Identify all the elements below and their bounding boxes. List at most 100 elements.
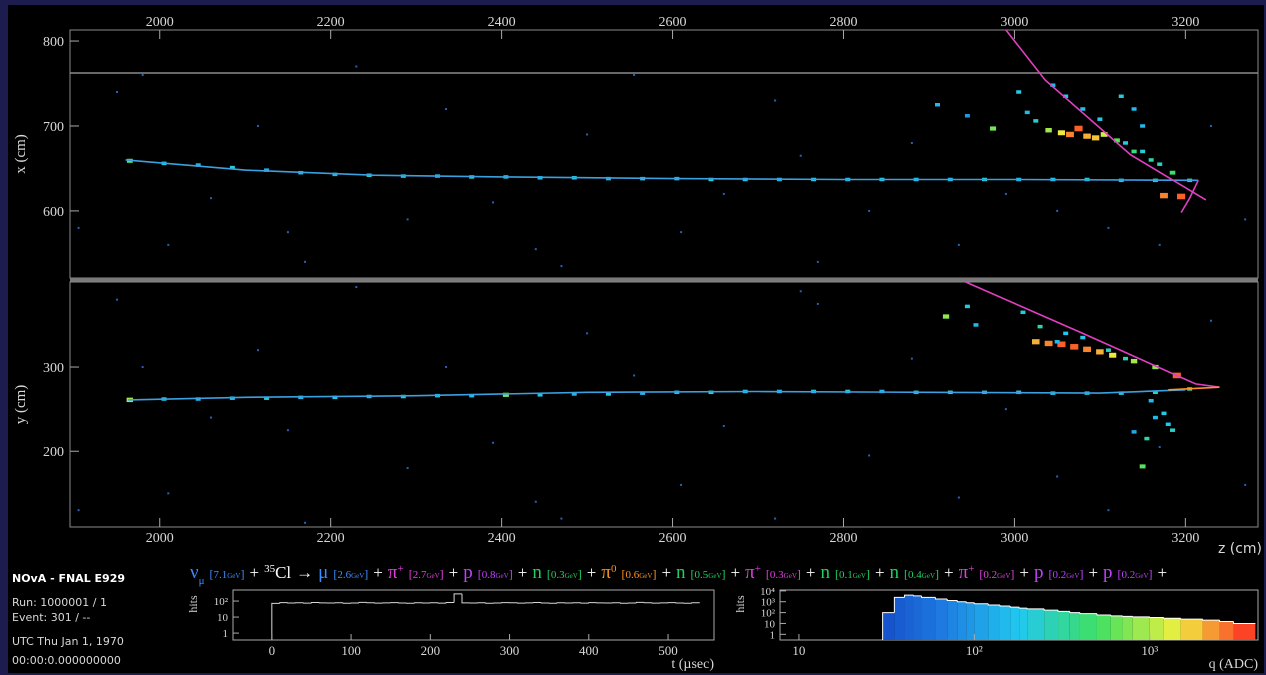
hist-bar	[1133, 617, 1150, 640]
particle-symbol: π	[959, 562, 969, 583]
y-tick-label: 1	[770, 629, 776, 641]
energy-unit: GeV	[639, 572, 652, 580]
particle-superscript: +	[397, 563, 403, 575]
noise-hit	[210, 417, 212, 419]
plus-sign: +	[806, 563, 816, 582]
hist-bar	[894, 597, 904, 640]
noise-hit	[633, 374, 635, 376]
particle-superscript: +	[755, 563, 761, 575]
hist-bar	[974, 604, 988, 640]
x-tick-label: 500	[658, 643, 678, 658]
noise-hit	[680, 484, 682, 486]
plus-sign: +	[731, 563, 741, 582]
hist-bar	[1181, 619, 1203, 640]
y-tick-label: 10	[764, 618, 776, 630]
hit	[1092, 135, 1099, 140]
y-tick-label: 600	[43, 205, 64, 220]
noise-hit	[304, 522, 306, 524]
hit	[1166, 423, 1171, 427]
noise-hit	[1056, 210, 1058, 212]
x-tick-label: 10³	[1141, 643, 1158, 658]
noise-hit	[817, 303, 819, 305]
x-tick-label: 10	[792, 643, 805, 658]
noise-hit	[723, 193, 725, 195]
hist-bar	[914, 596, 922, 640]
hist-step	[359, 602, 367, 603]
energy-value: 0.2	[1122, 569, 1136, 581]
energy-unit: GeV	[565, 572, 578, 580]
energy-bracket: ]	[240, 567, 244, 581]
energy-unit: GeV	[227, 572, 240, 580]
hist-step	[541, 603, 549, 604]
energy-unit: GeV	[997, 572, 1010, 580]
particle-symbol: μ	[318, 562, 328, 583]
noise-hit	[1107, 509, 1109, 511]
hist-bar	[1080, 614, 1097, 640]
x-axis-label: q (ADC)	[1209, 657, 1259, 672]
particle-symbol: p	[1034, 562, 1044, 583]
noise-hit	[586, 332, 588, 334]
noise-hit	[560, 518, 562, 520]
noise-hit	[304, 261, 306, 263]
x-tick-label: 3200	[1171, 15, 1199, 30]
energy-value: 0.8	[482, 569, 496, 581]
noise-hit	[535, 501, 537, 503]
hist-bar	[1010, 607, 1019, 640]
hit	[1020, 311, 1025, 315]
x-tick-label: 3200	[1171, 531, 1199, 546]
hit	[1153, 416, 1158, 420]
particle-symbol: p	[463, 562, 473, 583]
noise-hit	[445, 366, 447, 368]
hit	[1161, 412, 1166, 416]
energy-value: 2.6	[337, 569, 351, 581]
hit	[1063, 332, 1068, 336]
hit	[1123, 357, 1128, 361]
hist-bar	[947, 600, 957, 640]
x-tick-label: 2800	[829, 531, 857, 546]
arrow: →	[296, 563, 313, 582]
hit	[935, 103, 940, 107]
event-display: 600700800x (cm)2000220024002600280030003…	[0, 0, 1266, 675]
page: 600700800x (cm)2000220024002600280030003…	[0, 0, 1266, 675]
noise-hit	[800, 155, 802, 157]
energy-unit: GeV	[1135, 572, 1148, 580]
hit	[1149, 399, 1154, 403]
y-tick-label: 1	[223, 628, 229, 640]
hit	[1058, 130, 1065, 135]
energy-unit: GeV	[853, 572, 866, 580]
plus-sign: +	[1088, 563, 1098, 582]
hist-bar	[1097, 615, 1111, 640]
hist-bar	[1000, 606, 1010, 640]
energy-bracket: ]	[509, 567, 513, 581]
y-tick-label: 10⁴	[760, 586, 775, 598]
info-date: UTC Thu Jan 1, 1970	[12, 635, 124, 648]
particle-symbol: π	[745, 562, 755, 583]
hist-bar	[1058, 611, 1070, 640]
y-tick-label: 700	[43, 120, 64, 135]
y-tick-label: 300	[43, 361, 64, 376]
x-tick-label: 2400	[488, 531, 516, 546]
particle-symbol: n	[676, 562, 686, 583]
plus-sign: +	[1158, 563, 1168, 582]
noise-hit	[958, 497, 960, 499]
hist-bar	[1111, 616, 1123, 640]
hist-step	[557, 603, 565, 604]
hist-bar	[1150, 618, 1164, 640]
plus-sign: +	[587, 563, 597, 582]
noise-hit	[560, 265, 562, 267]
noise-hit	[116, 91, 118, 93]
particle-symbol: n	[820, 562, 830, 583]
plus-sign: +	[1019, 563, 1029, 582]
hit	[1132, 430, 1137, 434]
hist-bar	[988, 605, 1000, 640]
noise-hit	[167, 244, 169, 246]
hist-bar	[935, 599, 947, 640]
hist-bar	[1123, 616, 1133, 640]
view-separator	[70, 278, 1258, 282]
hist-bar	[1019, 608, 1027, 640]
x-tick-label: 2000	[146, 15, 174, 30]
hit	[1131, 150, 1136, 154]
hist-bar	[1203, 620, 1220, 640]
hit	[1055, 340, 1060, 344]
energy-unit: GeV	[708, 572, 721, 580]
